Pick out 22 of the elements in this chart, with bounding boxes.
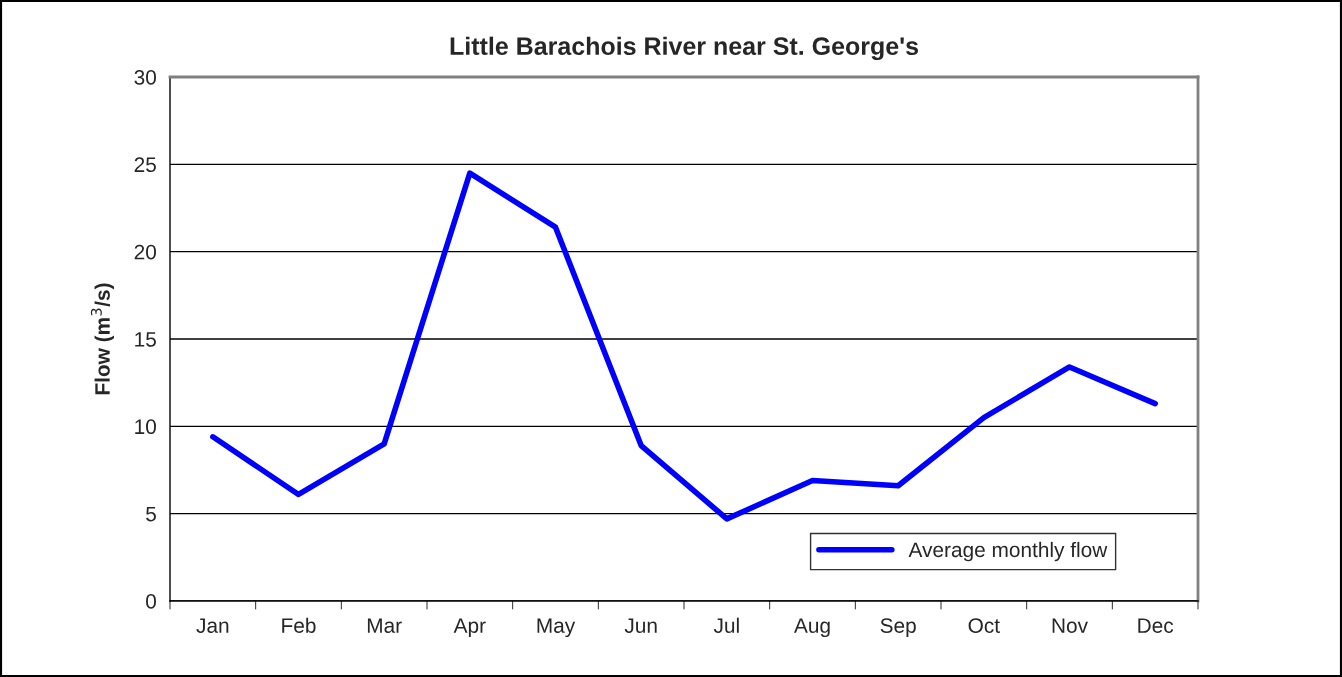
legend-label: Average monthly flow bbox=[908, 541, 1108, 562]
x-tick-label: Jan bbox=[196, 618, 229, 633]
x-tick-label: Apr bbox=[453, 618, 486, 638]
x-tick-label: Jun bbox=[624, 618, 657, 633]
x-tick-label: Aug bbox=[794, 618, 830, 638]
y-tick-label: 0 bbox=[146, 594, 156, 609]
x-tick-label: Jul bbox=[713, 617, 739, 633]
x-tick-label: Feb bbox=[282, 617, 316, 633]
x-tick-label: May bbox=[537, 618, 576, 638]
x-tick-label: Nov bbox=[1052, 618, 1088, 633]
y-tick-label: 30 bbox=[134, 70, 156, 85]
y-tick-label: 25 bbox=[134, 157, 156, 173]
chart-title: Little Barachois River near St. George's bbox=[450, 36, 918, 61]
x-tick-label: Mar bbox=[367, 618, 402, 633]
y-tick-label: 20 bbox=[134, 244, 156, 260]
x-tick-label: Dec bbox=[1138, 618, 1174, 633]
x-tick-label: Oct bbox=[968, 618, 1000, 633]
y-tick-label: 5 bbox=[146, 506, 156, 522]
y-tick-label: 15 bbox=[135, 332, 156, 347]
y-tick-label: 10 bbox=[135, 419, 156, 435]
x-tick-label: Sep bbox=[880, 618, 916, 638]
y-axis-title: Flow (m$^{3}$/s) bbox=[90, 283, 114, 395]
